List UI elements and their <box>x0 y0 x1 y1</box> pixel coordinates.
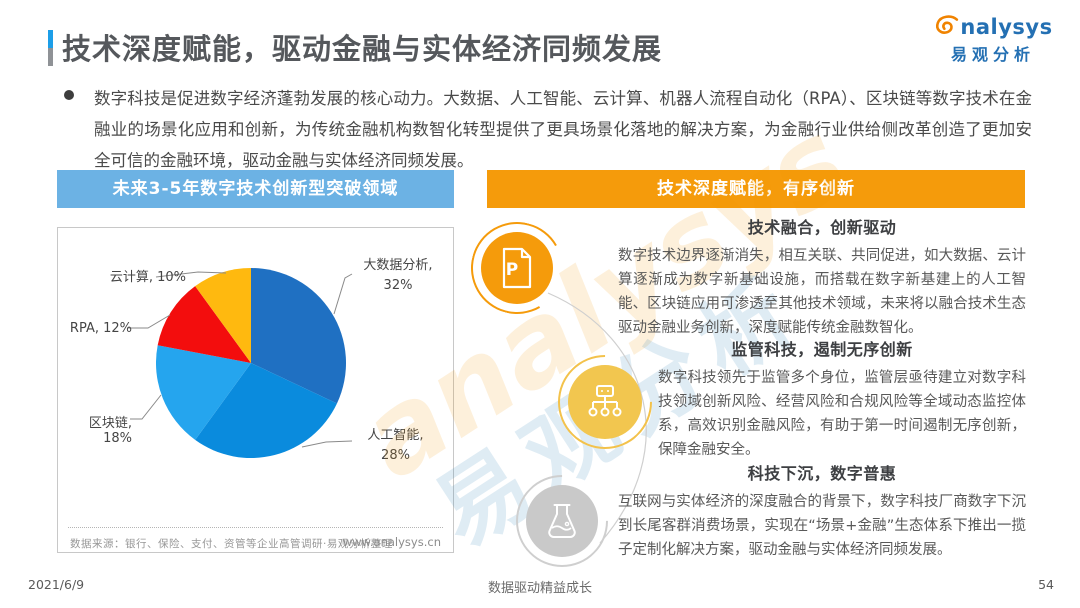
title-accent-bar <box>48 30 53 66</box>
footer-slogan: 数据驱动精益成长 <box>487 581 592 596</box>
page-title: 技术深度赋能，驱动金融与实体经济同频发展 <box>62 32 663 66</box>
logo-text-en: nalysys <box>960 15 1053 39</box>
title-accent-blue <box>48 30 53 48</box>
pie-slice-4 <box>195 268 251 363</box>
right-section-header: 技术深度赋能，有序创新 <box>487 170 1025 208</box>
pie-slice-3 <box>157 286 251 363</box>
card-divider <box>68 527 443 528</box>
footer-page-number: 54 <box>1038 577 1054 592</box>
insight-body: 数字科技领先于监管多个身位，监管层亟待建立对数字科技领域创新风险、经营风险和合规… <box>658 370 1026 458</box>
bullet-dot-icon <box>64 90 74 100</box>
pie-slice-0 <box>251 268 346 404</box>
insight-block-regtech: 监管科技，遏制无序创新 数字科技领先于监管多个身位，监管层亟待建立对数字科技领域… <box>618 336 1026 462</box>
insight-title: 监管科技，遏制无序创新 <box>731 340 913 359</box>
flask-icon <box>526 485 598 557</box>
insight-body: 互联网与实体经济的深度融合的背景下，数字科技厂商数字下沉到长尾客群消费场景，实现… <box>618 494 1026 558</box>
insight-title: 科技下沉，数字普惠 <box>747 464 897 483</box>
left-section-header: 未来3-5年数字技术创新型突破领域 <box>57 170 454 208</box>
website-link[interactable]: www.analysys.cn <box>342 535 441 549</box>
pie-label-cloud: 云计算, 10% <box>109 270 186 285</box>
analysys-logo: nalysys 易观分析 <box>930 14 1056 65</box>
pie-label-ai: 人工智能, 28% <box>367 428 424 463</box>
svg-text:P: P <box>506 260 518 280</box>
pie-slice-2 <box>156 345 251 440</box>
logo-text-cn: 易观分析 <box>950 45 1035 64</box>
insight-block-fusion: 技术融合，创新驱动 数字技术边界逐渐消失，相互关联、共同促进，如大数据、云计算逐… <box>618 214 1026 340</box>
footer-date: 2021/6/9 <box>28 577 85 592</box>
pie-label-big-data: 大数据分析, 32% <box>363 258 433 293</box>
data-source-note: 数据来源：银行、保险、支付、资管等企业高管调研·易观分析整理 <box>70 538 393 550</box>
pie-label-blockchain: 区块链, 18% <box>88 416 132 446</box>
logo-swirl-icon <box>933 14 959 40</box>
insight-body: 数字技术边界逐渐消失，相互关联、共同促进，如大数据、云计算逐渐成为数字新基础设施… <box>618 248 1026 336</box>
insight-title: 技术融合，创新驱动 <box>747 218 897 237</box>
pie-chart-card: 大数据分析, 32% 人工智能, 28% 区块链, 18% RPA, 12% 云… <box>57 227 454 553</box>
document-report-icon: P <box>481 232 553 304</box>
pie-slice-1 <box>195 363 337 458</box>
intro-paragraph: 数字科技是促进数字经济蓬勃发展的核心动力。大数据、人工智能、云计算、机器人流程自… <box>94 89 1032 170</box>
pie-label-rpa: RPA, 12% <box>69 321 132 336</box>
insight-block-inclusion: 科技下沉，数字普惠 互联网与实体经济的深度融合的背景下，数字科技厂商数字下沉到长… <box>618 460 1026 562</box>
pie-chart <box>156 268 346 458</box>
title-accent-gray <box>48 48 53 66</box>
